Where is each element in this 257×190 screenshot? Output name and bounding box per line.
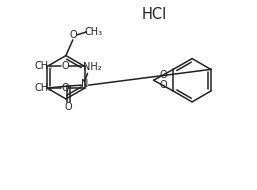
Text: N: N: [81, 79, 88, 89]
Text: CH₃: CH₃: [34, 61, 52, 71]
Text: CH₃: CH₃: [85, 27, 103, 37]
Text: HCl: HCl: [142, 7, 167, 22]
Text: O: O: [160, 70, 167, 80]
Text: O: O: [61, 61, 69, 71]
Text: O: O: [70, 30, 78, 40]
Text: O: O: [160, 80, 167, 90]
Text: O: O: [61, 83, 69, 93]
Text: NH₂: NH₂: [83, 62, 102, 72]
Text: O: O: [65, 102, 72, 112]
Text: CH₃: CH₃: [34, 83, 52, 93]
